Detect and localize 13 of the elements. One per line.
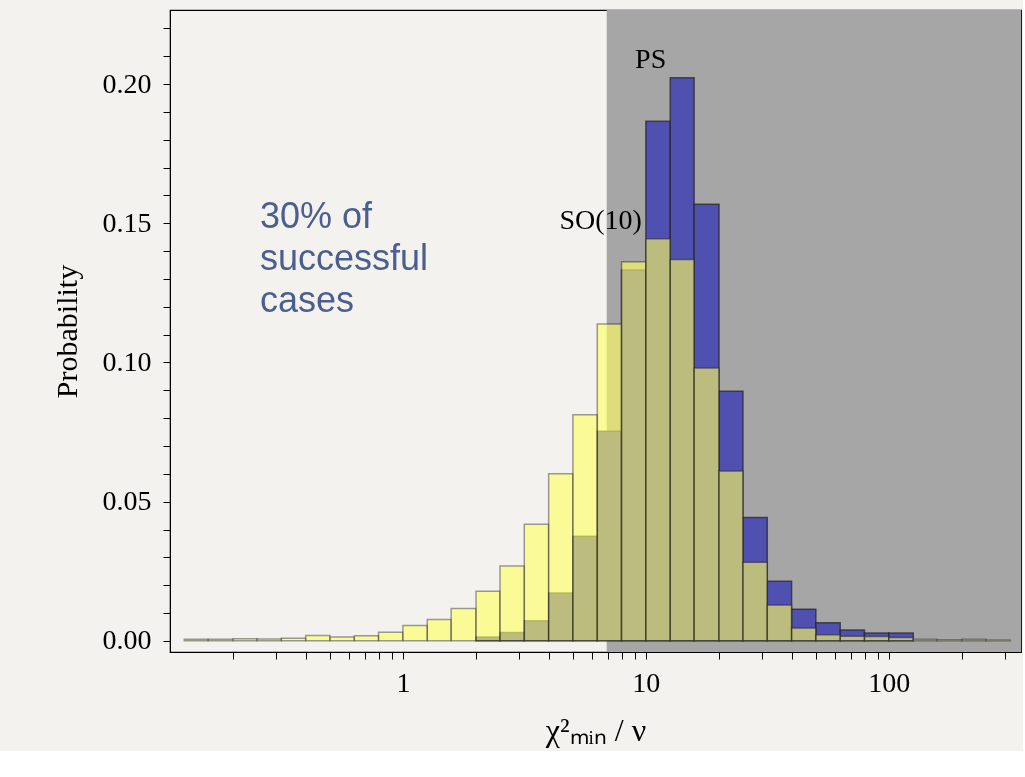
series-label: SO(10) xyxy=(559,203,642,235)
y-tick-label: 0.00 xyxy=(102,624,152,656)
annotation: 30% of successful cases xyxy=(260,195,429,320)
y-tick-label: 0.05 xyxy=(102,485,152,517)
x-tick-label: 1 xyxy=(396,666,411,698)
y-tick-label: 0.20 xyxy=(102,67,152,99)
series-label: PS xyxy=(635,42,667,74)
x-tick-label: 100 xyxy=(868,666,911,698)
y-tick-label: 0.10 xyxy=(102,345,152,377)
x-tick-label: 10 xyxy=(632,666,661,698)
y-tick-label: 0.15 xyxy=(102,206,152,238)
x-axis-title: χ²ₘᵢₙ / ν xyxy=(544,711,647,748)
y-axis-title: Probability xyxy=(49,264,83,399)
